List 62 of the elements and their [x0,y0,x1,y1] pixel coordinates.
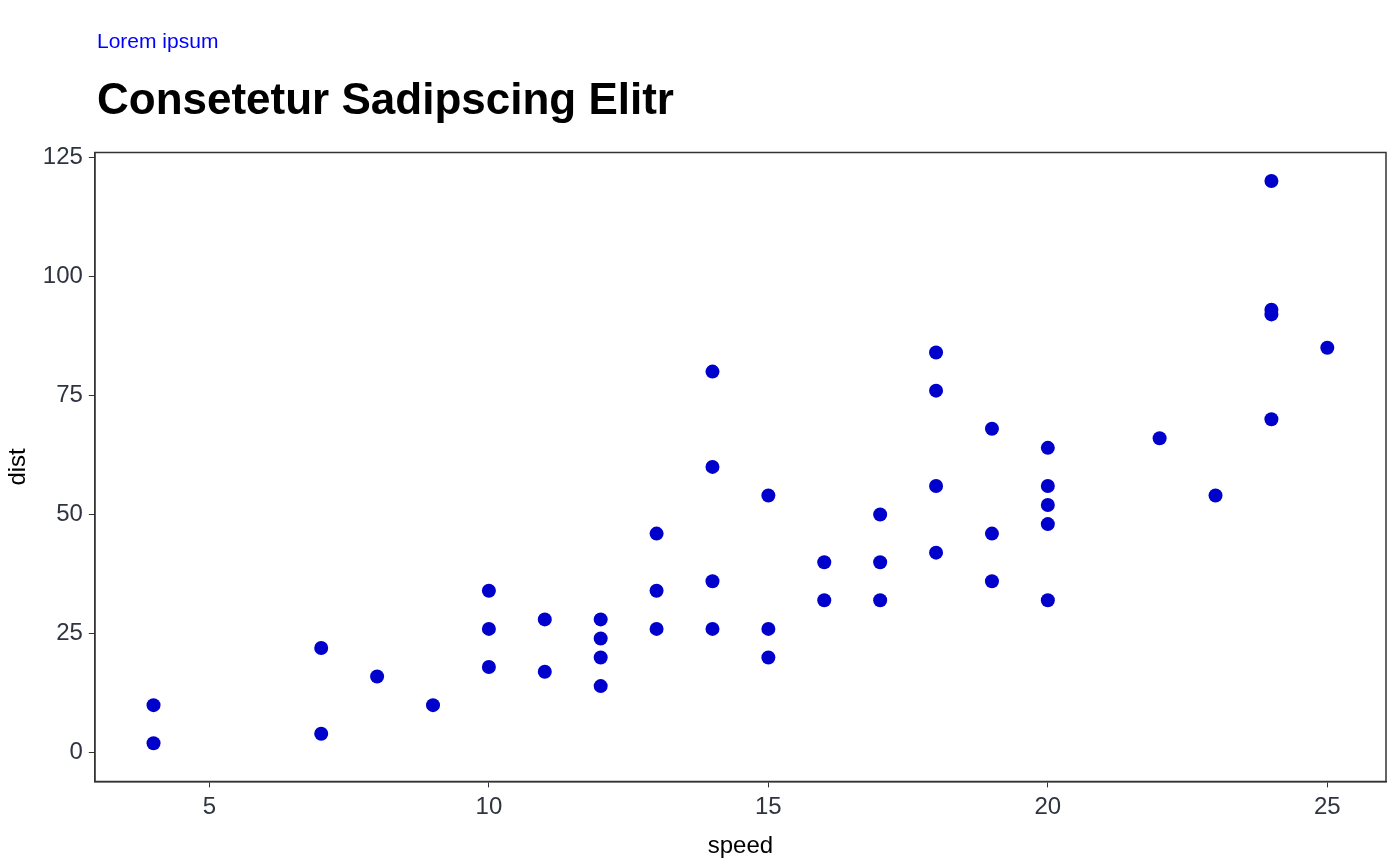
point [929,383,944,398]
point [1040,517,1055,532]
chart-title: Consetetur Sadipscing Elitr [97,74,674,124]
point [817,555,832,570]
point [1152,431,1167,446]
point [537,612,552,627]
point [873,593,888,608]
y-tick-label: 50 [56,499,83,527]
point [1320,340,1335,355]
point [314,726,329,741]
point [705,459,720,474]
point [705,574,720,589]
x-tick-label: 25 [1313,792,1341,820]
point [984,421,999,436]
point [873,507,888,522]
point [593,631,608,646]
point [1208,488,1223,503]
point [593,612,608,627]
chart-subtitle: Lorem ipsum [97,29,219,53]
point [1040,498,1055,513]
y-tick-label: 0 [69,737,83,765]
point [370,669,385,684]
point [1264,412,1279,427]
point [314,640,329,655]
point [481,621,496,636]
point [481,583,496,598]
point [929,478,944,493]
y-axis-title: dist [3,447,31,486]
y-tick-label: 125 [42,141,83,169]
point [1264,173,1279,188]
x-tick-label: 20 [1034,792,1062,820]
y-tick-label: 25 [56,618,83,646]
point [593,650,608,665]
point [649,621,664,636]
point [146,736,161,751]
point [426,698,440,713]
point [761,621,776,636]
point [761,488,776,503]
point [873,555,888,570]
point [481,660,496,675]
point [146,698,161,713]
point [929,545,944,560]
x-tick-label: 10 [475,792,503,820]
point [984,574,999,589]
point [817,593,832,608]
point [1040,593,1055,608]
x-tick-label: 15 [755,792,782,820]
point [649,526,664,541]
point [705,621,720,636]
point [593,679,608,694]
point [649,583,664,598]
point [984,526,999,541]
y-tick-label: 75 [56,380,83,408]
point [761,650,776,665]
y-tick-label: 100 [42,260,83,288]
x-tick-label: 5 [202,792,217,820]
point [1040,440,1055,455]
x-axis-title: speed [707,831,774,859]
point [705,364,720,379]
point [1040,478,1055,493]
point [929,345,944,360]
point [537,664,552,679]
